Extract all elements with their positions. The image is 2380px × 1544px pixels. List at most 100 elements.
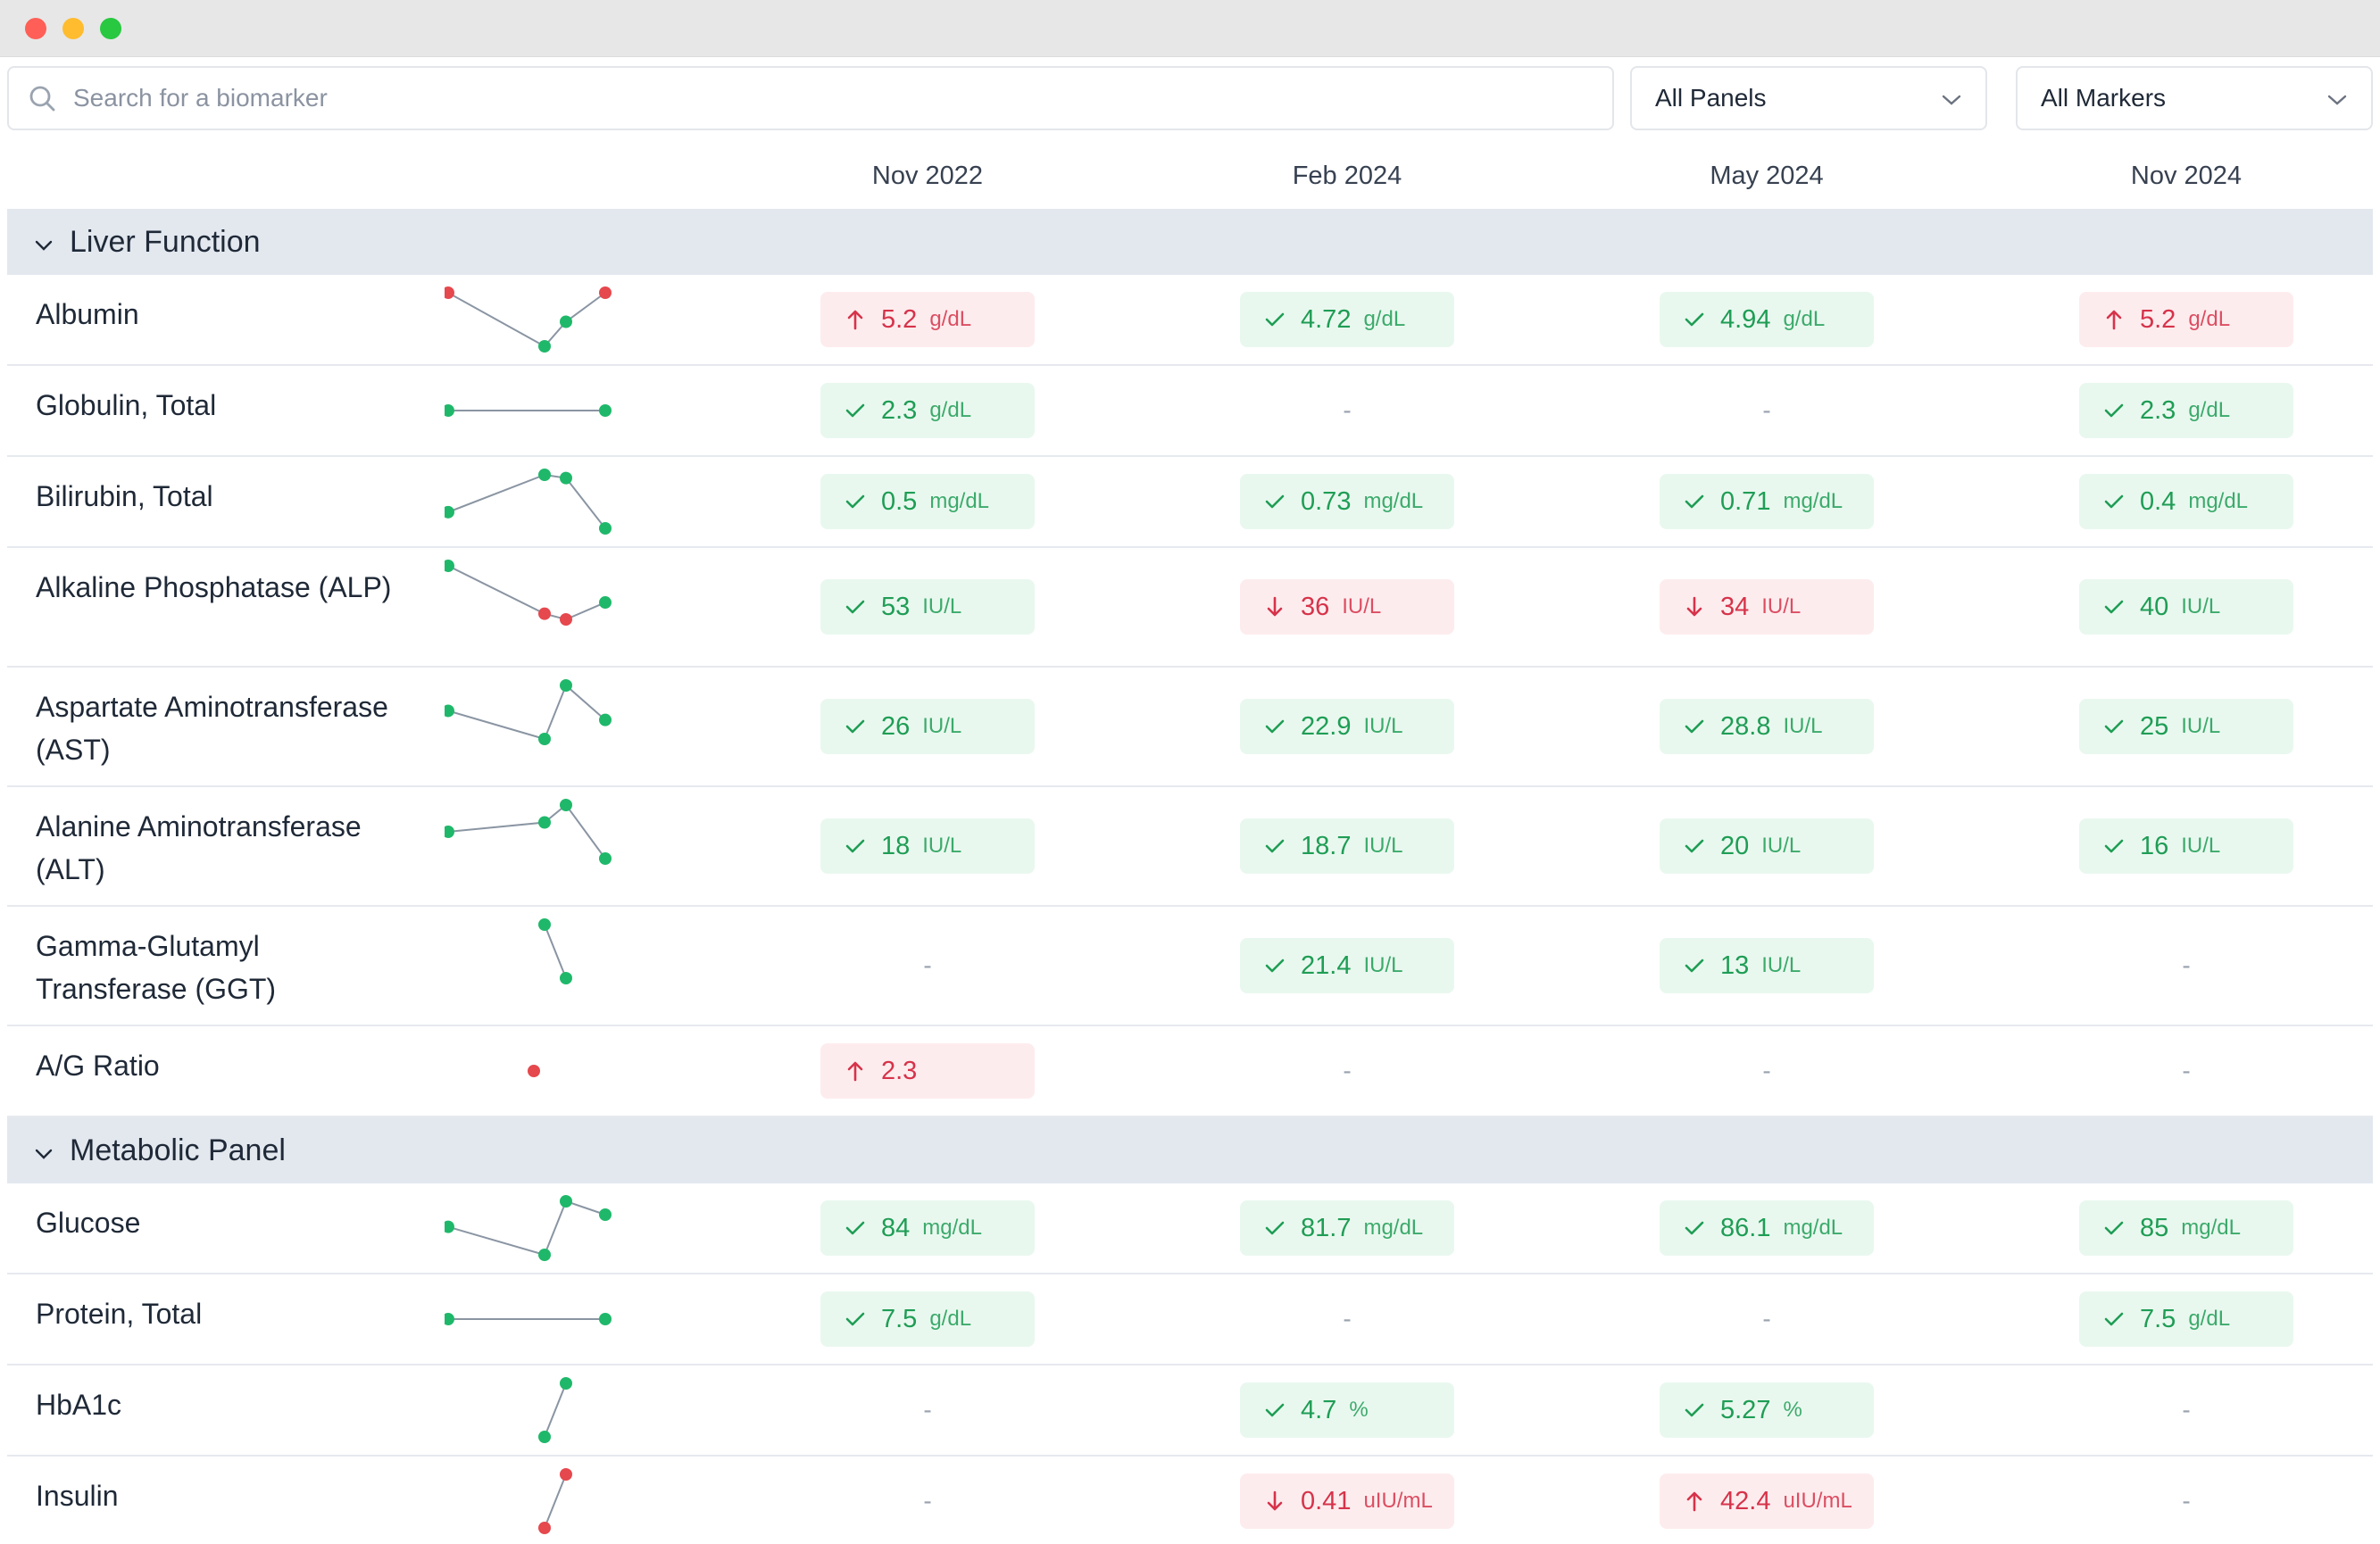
result-pill[interactable]: 84 mg/dL: [820, 1200, 1035, 1256]
result-pill[interactable]: 16 IU/L: [2079, 818, 2293, 874]
sparkline-point: [560, 679, 572, 692]
section-header[interactable]: Metabolic Panel: [7, 1117, 2373, 1183]
maximize-window-button[interactable]: [100, 17, 121, 39]
trend-sparkline: [445, 286, 612, 353]
empty-result: -: [2182, 1057, 2191, 1084]
biomarker-row[interactable]: Protein, Total 7.5 g/dL - - 7.5 g/dL: [7, 1274, 2373, 1366]
trend-sparkline: [528, 1065, 540, 1077]
section-header[interactable]: Liver Function: [7, 209, 2373, 275]
trend-cell: [400, 1026, 718, 1116]
result-pill[interactable]: 2.3 g/dL: [2079, 383, 2293, 438]
empty-result: -: [923, 951, 932, 979]
result-pill[interactable]: 86.1 mg/dL: [1660, 1200, 1874, 1256]
result-pill[interactable]: 13 IU/L: [1660, 938, 1874, 993]
arrow-up-icon: [2101, 306, 2127, 333]
result-cell: 2.3: [718, 1026, 1137, 1116]
biomarker-row[interactable]: HbA1c - 4.7 % 5.27 % -: [7, 1366, 2373, 1457]
result-pill[interactable]: 22.9 IU/L: [1240, 699, 1454, 754]
result-value: 26: [881, 711, 911, 741]
result-pill[interactable]: 20 IU/L: [1660, 818, 1874, 874]
result-pill[interactable]: 53 IU/L: [820, 579, 1035, 635]
result-pill[interactable]: 7.5 g/dL: [2079, 1291, 2293, 1347]
biomarker-row[interactable]: Alkaline Phosphatase (ALP) 53 IU/L 36 IU…: [7, 548, 2373, 668]
biomarker-row[interactable]: Aspartate Aminotransferase (AST) 26 IU/L…: [7, 668, 2373, 787]
biomarker-row[interactable]: Globulin, Total 2.3 g/dL - - 2.3 g/dL: [7, 366, 2373, 457]
result-pill[interactable]: 0.71 mg/dL: [1660, 474, 1874, 529]
check-icon: [2101, 1215, 2127, 1241]
result-pill[interactable]: 28.8 IU/L: [1660, 699, 1874, 754]
biomarker-row[interactable]: Albumin 5.2 g/dL 4.72 g/dL 4.94 g/dL: [7, 275, 2373, 366]
result-value: 0.41: [1301, 1486, 1352, 1515]
result-pill[interactable]: 5.2 g/dL: [820, 292, 1035, 347]
check-icon: [1261, 952, 1288, 979]
biomarker-row[interactable]: Glucose 84 mg/dL 81.7 mg/dL 86.1 mg/dL: [7, 1183, 2373, 1274]
result-unit: mg/dL: [1783, 489, 1843, 513]
result-unit: IU/L: [922, 834, 962, 858]
biomarker-row[interactable]: Insulin - 0.41 uIU/mL 42.4 uIU/mL -: [7, 1457, 2373, 1544]
biomarker-row[interactable]: Gamma-Glutamyl Transferase (GGT) - 21.4 I…: [7, 907, 2373, 1026]
biomarker-row[interactable]: Bilirubin, Total 0.5 mg/dL 0.73 mg/dL 0.…: [7, 457, 2373, 548]
empty-result: -: [2182, 1487, 2191, 1515]
result-pill[interactable]: 18.7 IU/L: [1240, 818, 1454, 874]
result-pill[interactable]: 4.94 g/dL: [1660, 292, 1874, 347]
result-unit: %: [1349, 1398, 1369, 1422]
result-unit: g/dL: [929, 307, 972, 331]
close-window-button[interactable]: [25, 17, 46, 39]
markers-dropdown[interactable]: All Markers: [2016, 66, 2373, 130]
result-cell: 40 IU/L: [1976, 548, 2380, 666]
trend-sparkline: [445, 1195, 612, 1261]
result-pill[interactable]: 25 IU/L: [2079, 699, 2293, 754]
result-pill[interactable]: 5.27 %: [1660, 1382, 1874, 1438]
result-value: 53: [881, 592, 911, 621]
search-input[interactable]: [71, 83, 1503, 113]
result-pill[interactable]: 5.2 g/dL: [2079, 292, 2293, 347]
result-unit: g/dL: [929, 1307, 972, 1331]
result-pill[interactable]: 2.3: [820, 1043, 1035, 1099]
result-pill[interactable]: 7.5 g/dL: [820, 1291, 1035, 1347]
result-cell: 26 IU/L: [718, 668, 1137, 785]
biomarker-name: Aspartate Aminotransferase (AST): [36, 691, 388, 766]
search-box[interactable]: [7, 66, 1614, 130]
result-pill[interactable]: 0.73 mg/dL: [1240, 474, 1454, 529]
result-pill[interactable]: 2.3 g/dL: [820, 383, 1035, 438]
result-pill[interactable]: 26 IU/L: [820, 699, 1035, 754]
biomarker-row[interactable]: Alanine Aminotransferase (ALT) 18 IU/L 1…: [7, 787, 2373, 907]
result-pill[interactable]: 0.41 uIU/mL: [1240, 1473, 1454, 1529]
result-pill[interactable]: 4.72 g/dL: [1240, 292, 1454, 347]
sparkline-point: [528, 1065, 540, 1077]
result-cell: -: [1557, 1274, 1976, 1364]
result-cell: -: [1976, 1457, 2380, 1544]
result-unit: IU/L: [1761, 953, 1802, 977]
result-pill[interactable]: 81.7 mg/dL: [1240, 1200, 1454, 1256]
check-icon: [2101, 713, 2127, 740]
result-value: 2.3: [881, 1056, 918, 1085]
check-icon: [2101, 594, 2127, 620]
trend-cell: [400, 457, 718, 546]
trend-sparkline: [445, 1313, 612, 1325]
result-pill[interactable]: 34 IU/L: [1660, 579, 1874, 635]
result-pill[interactable]: 42.4 uIU/mL: [1660, 1473, 1874, 1529]
result-cell: -: [718, 1366, 1137, 1455]
minimize-window-button[interactable]: [62, 17, 84, 39]
empty-result: -: [1343, 1305, 1352, 1332]
result-pill[interactable]: 0.4 mg/dL: [2079, 474, 2293, 529]
result-pill[interactable]: 21.4 IU/L: [1240, 938, 1454, 993]
result-value: 20: [1720, 831, 1750, 860]
table-header-row: Nov 2022 Feb 2024 May 2024 Nov 2024: [7, 143, 2373, 209]
result-pill[interactable]: 18 IU/L: [820, 818, 1035, 874]
result-value: 22.9: [1301, 711, 1352, 741]
result-pill[interactable]: 40 IU/L: [2079, 579, 2293, 635]
result-unit: g/dL: [1363, 307, 1406, 331]
result-cell: -: [1137, 366, 1557, 455]
result-pill[interactable]: 0.5 mg/dL: [820, 474, 1035, 529]
biomarker-row[interactable]: A/G Ratio 2.3 - - -: [7, 1026, 2373, 1117]
panels-dropdown[interactable]: All Panels: [1630, 66, 1987, 130]
result-pill[interactable]: 4.7 %: [1240, 1382, 1454, 1438]
chevron-down-icon: [2326, 84, 2348, 112]
result-pill[interactable]: 85 mg/dL: [2079, 1200, 2293, 1256]
result-value: 13: [1720, 950, 1750, 980]
result-value: 5.2: [2140, 304, 2176, 334]
check-icon: [842, 488, 869, 515]
result-pill[interactable]: 36 IU/L: [1240, 579, 1454, 635]
result-value: 7.5: [881, 1304, 918, 1333]
